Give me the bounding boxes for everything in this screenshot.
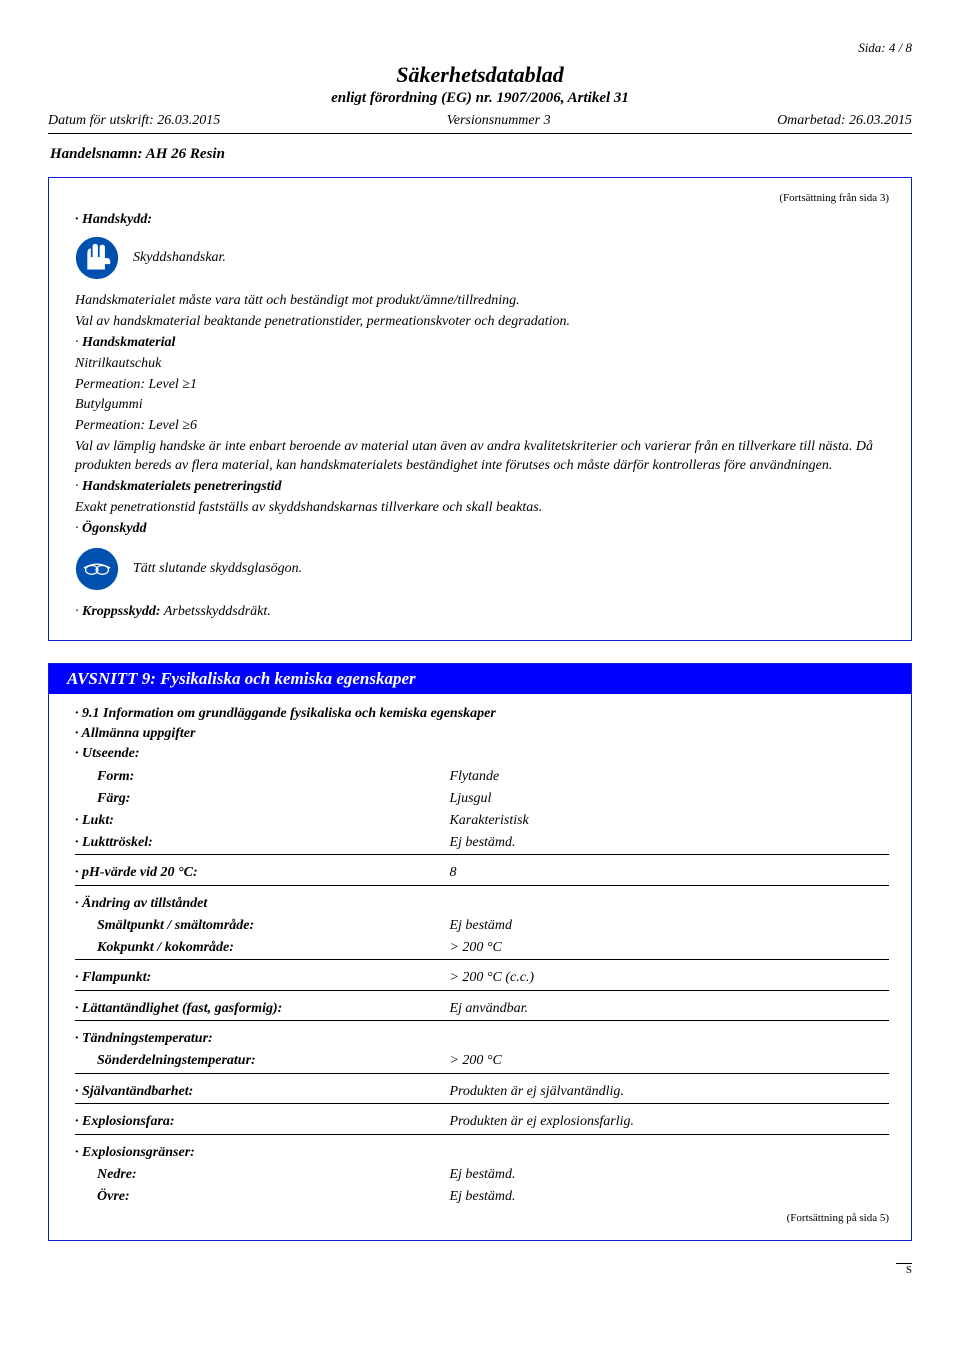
penetration-text: Exakt penetrationstid fastställs av skyd… [75, 499, 889, 518]
row-ignition-temp: Tändningstemperatur: [75, 1021, 889, 1051]
page-number: Sida: 4 / 8 [48, 40, 912, 56]
appearance-label: Utseende: [75, 746, 889, 762]
glove-para-2: Val av handskmaterial beaktande penetrat… [75, 313, 889, 332]
eye-protection-label: Ögonskydd [82, 521, 147, 536]
row-form: Form:Flytande [75, 766, 889, 788]
continued-from: (Fortsättning från sida 3) [75, 192, 889, 204]
row-explosion: Explosionsfara:Produkten är ej explosion… [75, 1104, 889, 1134]
glove-material-label: Handskmaterial [82, 335, 175, 350]
row-boiling: Kokpunkt / kokområde:> 200 °C [75, 937, 889, 959]
row-decomp: Sönderdelningstemperatur:> 200 °C [75, 1050, 889, 1072]
row-upper: Övre:Ej bestämd. [75, 1186, 889, 1208]
gloves-row: Skyddshandskar. [75, 236, 889, 280]
goggles-row: Tätt slutande skyddsglasögon. [75, 547, 889, 591]
section-9-header: AVSNITT 9: Fysikaliska och kemiska egens… [49, 664, 911, 694]
nitrile: Nitrilkautschuk [75, 355, 889, 374]
meta-row: Datum för utskrift: 26.03.2015 Versionsn… [48, 113, 912, 134]
protection-box: (Fortsättning från sida 3) Handskydd: Sk… [48, 177, 912, 641]
row-melting: Smältpunkt / smältområde:Ej bestämd [75, 915, 889, 937]
continued-next: (Fortsättning på sida 5) [75, 1212, 889, 1224]
row-flash: Flampunkt:> 200 °C (c.c.) [75, 960, 889, 990]
section-9-box: AVSNITT 9: Fysikaliska och kemiska egens… [48, 663, 912, 1241]
goggles-label: Tätt slutande skyddsglasögon. [133, 561, 302, 577]
row-colour: Färg:Ljusgul [75, 788, 889, 810]
document-title: Säkerhetsdatablad [48, 62, 912, 88]
hand-protection-label: Handskydd: [75, 212, 889, 228]
body-protection: · Kroppsskydd: Arbetsskyddsdräkt. [75, 603, 889, 622]
row-self-ignition: Självantändbarhet:Produkten är ej själva… [75, 1073, 889, 1103]
version: Versionsnummer 3 [447, 113, 551, 129]
row-flammability: Lättantändlighet (fast, gasformig):Ej an… [75, 990, 889, 1020]
document-subtitle: enligt förordning (EG) nr. 1907/2006, Ar… [48, 90, 912, 107]
penetration-label: Handskmaterialets penetreringstid [82, 479, 282, 494]
glove-para-1: Handskmaterialet måste vara tätt och bes… [75, 292, 889, 311]
goggles-icon [75, 547, 119, 591]
glove-para-3: Val av lämplig handske är inte enbart be… [75, 438, 889, 476]
row-lower: Nedre:Ej bestämd. [75, 1164, 889, 1186]
perm-butyl: Permeation: Level ≥6 [75, 417, 889, 436]
print-date: Datum för utskrift: 26.03.2015 [48, 113, 220, 129]
row-explosion-limits: Explosionsgränser: [75, 1134, 889, 1164]
row-ph: pH-värde vid 20 °C:8 [75, 855, 889, 885]
row-odour-threshold: Lukttröskel:Ej bestämd. [75, 832, 889, 854]
row-change-state: Ändring av tillståndet [75, 885, 889, 915]
trade-name: Handelsnamn: AH 26 Resin [50, 146, 912, 163]
gloves-label: Skyddshandskar. [133, 250, 226, 266]
gloves-icon [75, 236, 119, 280]
butyl: Butylgummi [75, 396, 889, 415]
footer-mark: S [896, 1263, 912, 1276]
properties-table: Form:Flytande Färg:Ljusgul Lukt:Karakter… [75, 766, 889, 1208]
revised-date: Omarbetad: 26.03.2015 [777, 113, 912, 129]
perm-nitrile: Permeation: Level ≥1 [75, 376, 889, 395]
general-info-label: Allmänna uppgifter [75, 726, 889, 742]
row-odour: Lukt:Karakteristisk [75, 810, 889, 832]
sub-9-1: 9.1 Information om grundläggande fysikal… [75, 706, 889, 722]
